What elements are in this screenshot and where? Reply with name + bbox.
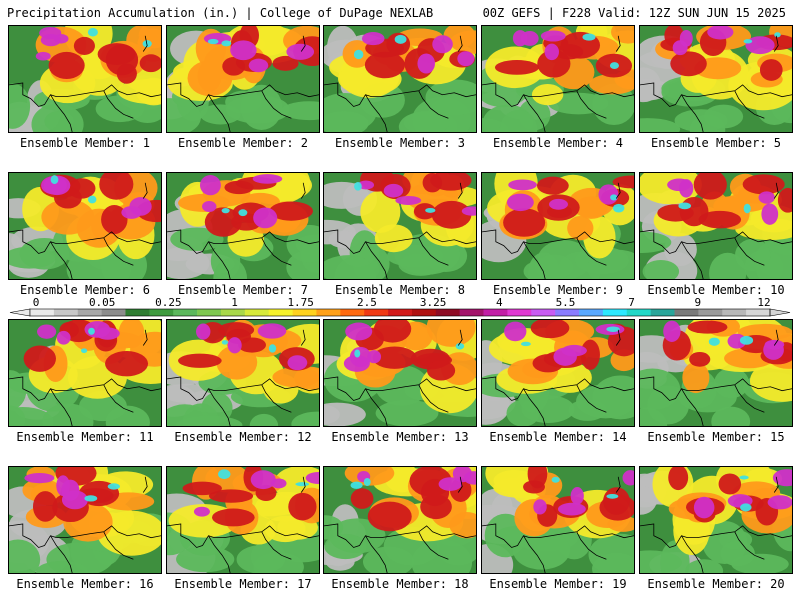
ensemble-map-panel[interactable] xyxy=(481,466,635,574)
ensemble-member-label: Ensemble Member: 16 xyxy=(16,577,154,591)
colorbar-tick-label: 7 xyxy=(628,296,635,309)
model-run-info: 00Z GEFS | F228 Valid: 12Z SUN JUN 15 20… xyxy=(482,6,786,20)
ensemble-member-label: Ensemble Member: 11 xyxy=(16,430,154,444)
ensemble-map-panel[interactable] xyxy=(481,172,635,280)
ensemble-map-panel[interactable] xyxy=(166,466,320,574)
colorbar-swatch xyxy=(411,309,437,316)
colorbar-swatch xyxy=(316,309,341,316)
ensemble-member-label: Ensemble Member: 17 xyxy=(174,577,312,591)
colorbar-swatch xyxy=(626,309,651,316)
page-title: Precipitation Accumulation (in.) | Colle… xyxy=(7,6,434,20)
ensemble-member-label: Ensemble Member: 15 xyxy=(647,430,785,444)
colorbar-tick-label: 3.25 xyxy=(420,296,447,309)
colorbar-swatch xyxy=(101,309,126,316)
colorbar-swatch xyxy=(602,309,628,316)
colorbar-swatch xyxy=(220,309,246,316)
colorbar-swatch xyxy=(268,309,293,316)
ensemble-member-label: Ensemble Member: 20 xyxy=(647,577,785,591)
ensemble-member-label: Ensemble Member: 4 xyxy=(492,136,624,150)
ensemble-map-panel[interactable] xyxy=(323,319,477,427)
colorbar-max-arrow xyxy=(769,308,791,317)
colorbar-swatch xyxy=(746,309,771,316)
colorbar-swatch xyxy=(531,309,556,316)
colorbar-swatch xyxy=(388,309,413,316)
colorbar-swatch xyxy=(459,309,484,316)
colorbar-tick-label: 5.5 xyxy=(556,296,576,309)
ensemble-member-label: Ensemble Member: 9 xyxy=(492,283,624,297)
ensemble-map-panel[interactable] xyxy=(639,172,793,280)
ensemble-member-label: Ensemble Member: 7 xyxy=(177,283,309,297)
ensemble-member-label: Ensemble Member: 14 xyxy=(489,430,627,444)
colorbar-swatch xyxy=(650,309,675,316)
colorbar-swatch xyxy=(698,309,723,316)
ensemble-member-label: Ensemble Member: 3 xyxy=(334,136,466,150)
ensemble-member-label: Ensemble Member: 8 xyxy=(334,283,466,297)
colorbar-tick-label: 0 xyxy=(33,296,40,309)
ensemble-member-label: Ensemble Member: 12 xyxy=(174,430,312,444)
ensemble-member-label: Ensemble Member: 19 xyxy=(489,577,627,591)
ensemble-map-panel[interactable] xyxy=(323,25,477,133)
ensemble-map-panel[interactable] xyxy=(639,466,793,574)
colorbar-swatch xyxy=(53,309,79,316)
ensemble-member-label: Ensemble Member: 18 xyxy=(331,577,469,591)
colorbar-swatch xyxy=(197,309,222,316)
ensemble-member-label: Ensemble Member: 10 xyxy=(647,283,785,297)
ensemble-map-panel[interactable] xyxy=(639,319,793,427)
ensemble-map-panel[interactable] xyxy=(481,25,635,133)
ensemble-map-panel[interactable] xyxy=(8,172,162,280)
ensemble-map-panel[interactable] xyxy=(8,466,162,574)
colorbar: 0 0.05 0.25 1 1.75 2.5 3.25 4 5.5 7 9 12 xyxy=(8,296,792,320)
colorbar-swatch xyxy=(722,309,747,316)
ensemble-map-panel[interactable] xyxy=(639,25,793,133)
colorbar-tick-label: 12 xyxy=(757,296,770,309)
colorbar-tick-label: 9 xyxy=(694,296,701,309)
colorbar-swatch xyxy=(77,309,102,316)
ensemble-map-panel[interactable] xyxy=(166,319,320,427)
ensemble-member-label: Ensemble Member: 5 xyxy=(650,136,782,150)
colorbar-swatch xyxy=(244,309,270,316)
ensemble-map-panel[interactable] xyxy=(8,25,162,133)
colorbar-tick-label: 0.25 xyxy=(155,296,182,309)
colorbar-swatch xyxy=(507,309,532,316)
colorbar-tick-label: 0.05 xyxy=(89,296,116,309)
colorbar-swatch xyxy=(173,309,198,316)
colorbar-tick-label: 2.5 xyxy=(357,296,377,309)
colorbar-tick-label: 4 xyxy=(496,296,503,309)
ensemble-member-label: Ensemble Member: 2 xyxy=(177,136,309,150)
colorbar-swatch xyxy=(149,309,174,316)
colorbar-tick-label: 1.75 xyxy=(287,296,314,309)
ensemble-member-label: Ensemble Member: 6 xyxy=(19,283,151,297)
colorbar-swatch xyxy=(579,309,604,316)
ensemble-map-panel[interactable] xyxy=(323,172,477,280)
ensemble-map-panel[interactable] xyxy=(323,466,477,574)
colorbar-swatch xyxy=(292,309,317,316)
colorbar-swatch xyxy=(364,309,389,316)
ensemble-map-panel[interactable] xyxy=(481,319,635,427)
ensemble-map-panel[interactable] xyxy=(166,172,320,280)
colorbar-swatch xyxy=(435,309,460,316)
colorbar-swatch xyxy=(30,309,55,316)
ensemble-member-label: Ensemble Member: 13 xyxy=(331,430,469,444)
ensemble-member-label: Ensemble Member: 1 xyxy=(19,136,151,150)
ensemble-map-panel[interactable] xyxy=(166,25,320,133)
colorbar-swatch xyxy=(483,309,508,316)
colorbar-min-arrow xyxy=(9,308,31,317)
ensemble-map-panel[interactable] xyxy=(8,319,162,427)
colorbar-tick-label: 1 xyxy=(231,296,238,309)
colorbar-swatch xyxy=(340,309,365,316)
colorbar-swatch xyxy=(125,309,150,316)
colorbar-swatch xyxy=(674,309,699,316)
colorbar-swatch xyxy=(555,309,580,316)
